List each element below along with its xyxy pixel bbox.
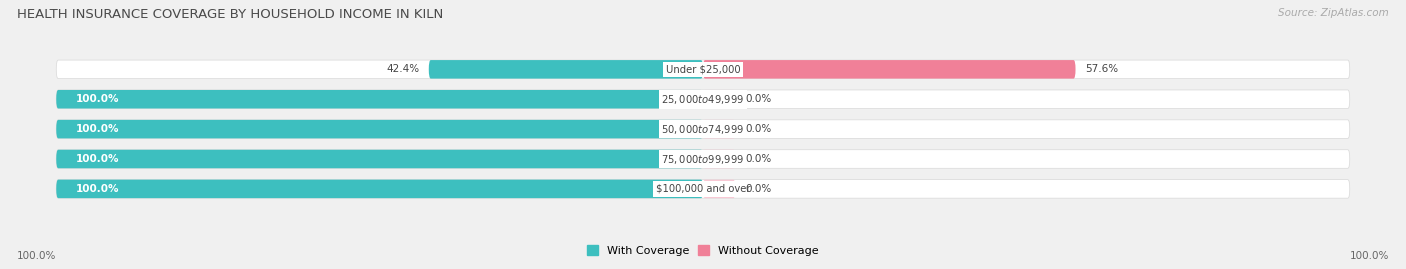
Text: 100.0%: 100.0% <box>76 94 120 104</box>
FancyBboxPatch shape <box>703 180 735 198</box>
FancyBboxPatch shape <box>56 120 703 138</box>
Text: 0.0%: 0.0% <box>745 154 772 164</box>
FancyBboxPatch shape <box>703 60 1076 79</box>
Text: 100.0%: 100.0% <box>17 251 56 261</box>
Text: Under $25,000: Under $25,000 <box>665 64 741 74</box>
Text: 100.0%: 100.0% <box>1350 251 1389 261</box>
Legend: With Coverage, Without Coverage: With Coverage, Without Coverage <box>588 246 818 256</box>
FancyBboxPatch shape <box>56 150 703 168</box>
Text: 100.0%: 100.0% <box>76 184 120 194</box>
Text: $25,000 to $49,999: $25,000 to $49,999 <box>661 93 745 106</box>
Text: 100.0%: 100.0% <box>76 154 120 164</box>
Text: 0.0%: 0.0% <box>745 94 772 104</box>
FancyBboxPatch shape <box>56 120 1350 138</box>
FancyBboxPatch shape <box>56 90 1350 108</box>
FancyBboxPatch shape <box>703 150 735 168</box>
Text: 0.0%: 0.0% <box>745 184 772 194</box>
Text: $75,000 to $99,999: $75,000 to $99,999 <box>661 153 745 165</box>
Text: $50,000 to $74,999: $50,000 to $74,999 <box>661 123 745 136</box>
Text: 100.0%: 100.0% <box>76 124 120 134</box>
FancyBboxPatch shape <box>56 150 1350 168</box>
FancyBboxPatch shape <box>429 60 703 79</box>
FancyBboxPatch shape <box>56 180 1350 198</box>
Text: Source: ZipAtlas.com: Source: ZipAtlas.com <box>1278 8 1389 18</box>
FancyBboxPatch shape <box>703 120 735 138</box>
Text: $100,000 and over: $100,000 and over <box>655 184 751 194</box>
FancyBboxPatch shape <box>56 90 703 108</box>
Text: 42.4%: 42.4% <box>387 64 419 74</box>
Text: HEALTH INSURANCE COVERAGE BY HOUSEHOLD INCOME IN KILN: HEALTH INSURANCE COVERAGE BY HOUSEHOLD I… <box>17 8 443 21</box>
FancyBboxPatch shape <box>703 90 735 108</box>
FancyBboxPatch shape <box>56 60 1350 79</box>
Text: 0.0%: 0.0% <box>745 124 772 134</box>
FancyBboxPatch shape <box>56 180 703 198</box>
Text: 57.6%: 57.6% <box>1085 64 1118 74</box>
